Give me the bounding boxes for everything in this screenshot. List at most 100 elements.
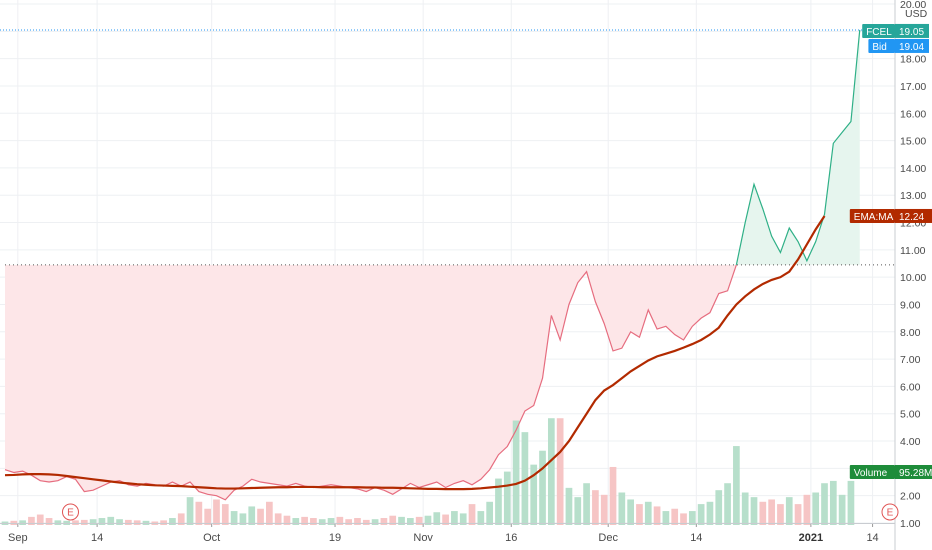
volume-bar <box>177 513 185 525</box>
volume-bar <box>503 471 511 525</box>
volume-bar <box>556 418 564 525</box>
y-tick-label: 6.00 <box>900 381 921 393</box>
volume-bar <box>336 516 344 525</box>
volume-bar <box>204 508 212 525</box>
y-tick-label: 11.00 <box>900 245 926 257</box>
volume-bar <box>371 519 379 525</box>
axis-tags: FCEL 19.05 Bid 19.04 EMA:MA 12.24 Volume 95.28M <box>849 23 932 479</box>
volume-bar <box>345 519 353 525</box>
volume-bar <box>28 516 35 525</box>
x-tick-label: 16 <box>505 532 517 544</box>
price-tag-value: 19.05 <box>899 27 924 38</box>
event-circle <box>881 503 899 521</box>
volume-tag-value: 95.28M <box>899 468 932 479</box>
volume-bar <box>125 519 132 525</box>
volume-bar <box>442 514 449 525</box>
volume-bar <box>794 504 802 525</box>
price-tag[interactable]: FCEL 19.05 <box>862 23 929 38</box>
volume-bar <box>600 494 608 525</box>
volume-bar <box>750 497 758 525</box>
volume-bar <box>636 504 643 525</box>
volume-bar <box>63 520 71 525</box>
fill-above-baseline <box>736 29 860 265</box>
volume-bar <box>362 519 370 525</box>
event-label: E <box>887 508 894 519</box>
x-tick-label: Dec <box>598 532 618 544</box>
volume-tag-label: Volume <box>854 468 888 479</box>
volume-bar <box>574 497 582 525</box>
volume-bar <box>133 520 141 525</box>
volume-bar <box>618 492 626 525</box>
bid-tag[interactable]: Bid 19.04 <box>868 38 929 53</box>
ema-line <box>4 215 826 491</box>
volume-bar <box>459 513 467 525</box>
ema-tag[interactable]: EMA:MA 12.24 <box>849 208 932 223</box>
currency-label: USD <box>905 8 928 20</box>
y-tick-label: 8.00 <box>900 327 921 339</box>
volume-bar <box>512 420 520 525</box>
volume-bar <box>318 519 326 525</box>
volume-bar <box>169 518 176 525</box>
volume-bar <box>724 483 731 525</box>
y-tick-label: 14.00 <box>900 163 926 175</box>
volume-bar <box>706 501 714 525</box>
price-line-below <box>4 264 737 501</box>
volume-bar <box>759 501 767 525</box>
volume-tag[interactable]: Volume 95.28M <box>849 465 932 479</box>
x-tick-label: Sep <box>8 532 28 544</box>
volume-bar <box>741 492 749 525</box>
y-tick-label: 1.00 <box>900 518 921 530</box>
volume-bar <box>821 483 828 525</box>
earnings-event-icon[interactable]: E <box>61 503 79 521</box>
volume-bar <box>274 513 282 525</box>
volume-bar <box>803 494 811 525</box>
volume-bar <box>310 518 317 525</box>
volume-bar <box>116 519 123 525</box>
y-tick-label: 15.00 <box>900 136 926 148</box>
volume-bar <box>495 478 502 525</box>
volume-bar <box>653 506 661 525</box>
volume-bar <box>45 518 53 525</box>
volume-bar <box>627 499 634 525</box>
fill-below-baseline <box>5 264 860 500</box>
y-tick-label: 16.00 <box>900 108 926 120</box>
y-tick-label: 13.00 <box>900 190 926 202</box>
volume-bar <box>468 504 476 525</box>
volume-bar <box>354 518 361 525</box>
volume-bar <box>54 520 62 525</box>
y-tick-label: 10.00 <box>900 272 926 284</box>
volume-bar <box>107 516 115 525</box>
volume-bar <box>415 516 423 525</box>
y-tick-label: 7.00 <box>900 354 921 366</box>
volume-bar <box>292 518 300 525</box>
x-tick-label: 14 <box>690 532 702 544</box>
volume-bar <box>697 504 705 525</box>
volume-bar <box>565 487 573 525</box>
volume-bar <box>547 418 555 525</box>
volume-bar <box>398 516 405 525</box>
volume-bar <box>80 519 88 525</box>
volume-bar <box>424 515 432 525</box>
ema-tag-value-bg <box>895 208 932 223</box>
x-tick-label: 19 <box>329 532 341 544</box>
volume-bar <box>239 513 247 525</box>
baseline-fill <box>5 29 895 500</box>
series-lines <box>0 29 895 501</box>
volume-bar <box>477 511 485 525</box>
price-tag-label-bg <box>862 23 895 38</box>
volume-bar <box>327 518 335 525</box>
volume-bar <box>266 501 273 525</box>
earnings-event-icon[interactable]: E <box>881 503 899 521</box>
volume-bar <box>72 520 79 525</box>
volume-tag-label-bg <box>849 465 895 479</box>
event-label: E <box>67 508 74 519</box>
volume-bar <box>592 490 599 525</box>
ema-tag-value: 12.24 <box>899 212 924 223</box>
y-tick-label: 17.00 <box>900 81 926 93</box>
volume-tag-value-bg <box>895 465 932 479</box>
volume-bar <box>160 520 167 525</box>
bid-tag-label-bg <box>868 38 895 53</box>
